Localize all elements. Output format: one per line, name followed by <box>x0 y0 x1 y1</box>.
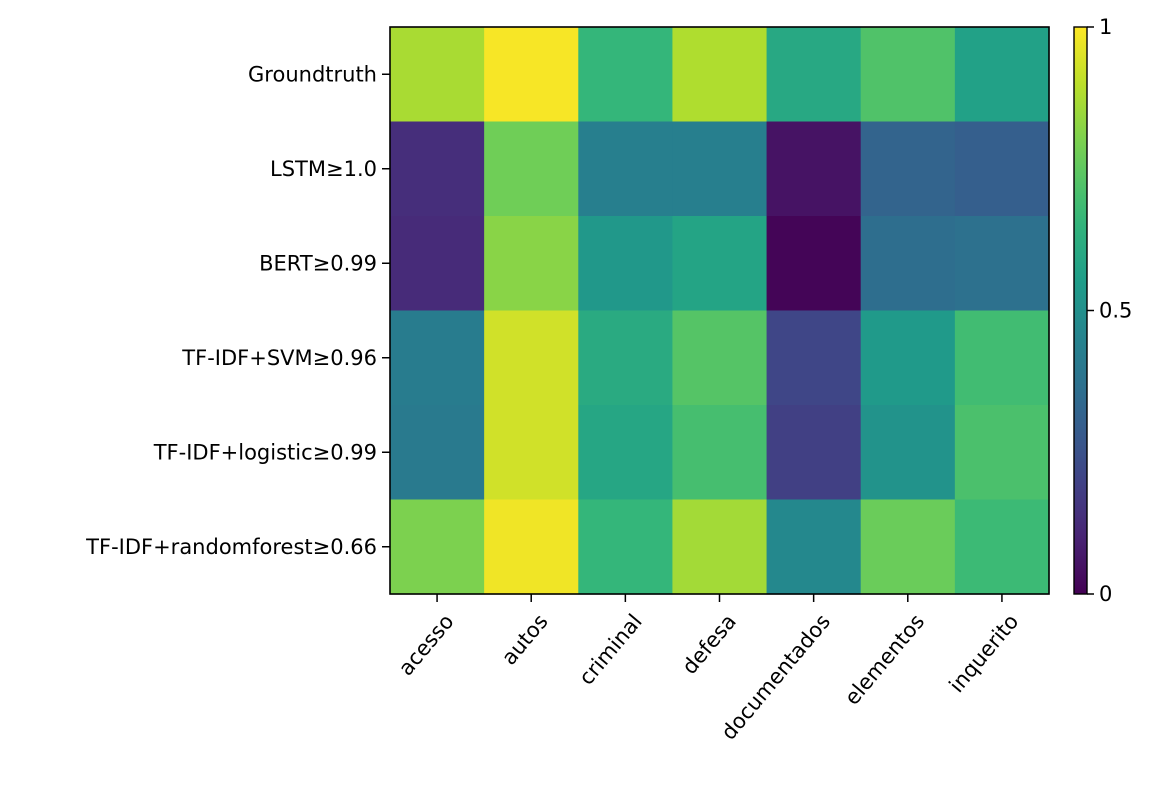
y-tick-label: TF-IDF+SVM≥0.96 <box>181 346 377 370</box>
x-tick-label: elementos <box>840 610 929 710</box>
y-tick-label: BERT≥0.99 <box>259 251 377 275</box>
heatmap-cell-5-6 <box>954 499 1050 595</box>
colorbar-gradient <box>1073 26 1088 595</box>
colorbar-tick-label: 0 <box>1099 582 1112 606</box>
x-tick-label: acesso <box>394 610 459 681</box>
heatmap-cell-2-4 <box>766 216 862 312</box>
colorbar-tick-label: 1 <box>1099 15 1112 39</box>
heatmap-cell-5-3 <box>672 499 768 595</box>
y-tick-label: Groundtruth <box>248 62 377 86</box>
colorbar-tick-label: 0.5 <box>1099 299 1132 323</box>
heatmap-cell-4-2 <box>578 405 674 501</box>
x-tick-label: defesa <box>677 610 741 679</box>
heatmap-cell-2-2 <box>578 216 674 312</box>
heatmap-cell-5-4 <box>766 499 862 595</box>
x-tick-label: autos <box>497 610 553 670</box>
heatmap-cell-1-3 <box>672 121 768 217</box>
x-tick-label: inquerito <box>944 610 1023 698</box>
heatmap-cell-3-0 <box>390 310 485 406</box>
heatmap-cell-4-4 <box>766 405 862 501</box>
heatmap-cell-2-1 <box>484 216 579 312</box>
heatmap-cell-3-4 <box>766 310 862 406</box>
heatmap-cell-2-3 <box>672 216 768 312</box>
y-tick-label: LSTM≥1.0 <box>270 157 377 181</box>
heatmap-cell-3-6 <box>954 310 1050 406</box>
heatmap-cell-0-3 <box>672 27 768 123</box>
heatmap-cell-4-1 <box>484 405 579 501</box>
colorbar: 00.51 <box>1073 15 1132 606</box>
y-axis: Groundtruth LSTM≥1.0 BERT≥0.99 TF-IDF+SVM≥0… <box>85 62 390 559</box>
heatmap-cell-5-5 <box>860 499 956 595</box>
heatmap-cell-2-5 <box>860 216 956 312</box>
heatmap-cell-0-2 <box>578 27 674 123</box>
y-tick-label: TF-IDF+randomforest≥0.66 <box>85 535 377 559</box>
heatmap-cell-1-0 <box>390 121 485 217</box>
heatmap-cell-3-3 <box>672 310 768 406</box>
heatmap-cell-5-1 <box>484 499 579 595</box>
heatmap-cell-1-1 <box>484 121 579 217</box>
heatmap-cell-1-4 <box>766 121 862 217</box>
heatmap-cell-3-1 <box>484 310 579 406</box>
heatmap-cell-2-6 <box>954 216 1050 312</box>
heatmap-cell-4-6 <box>954 405 1050 501</box>
heatmap-cell-4-0 <box>390 405 485 501</box>
heatmap-cell-1-5 <box>860 121 956 217</box>
heatmap-cell-4-5 <box>860 405 956 501</box>
heatmap-cells <box>390 27 1050 595</box>
heatmap-cell-5-2 <box>578 499 674 595</box>
heatmap-cell-0-5 <box>860 27 956 123</box>
heatmap-cell-0-4 <box>766 27 862 123</box>
heatmap-cell-0-6 <box>954 27 1050 123</box>
heatmap-cell-5-0 <box>390 499 485 595</box>
heatmap-cell-3-2 <box>578 310 674 406</box>
heatmap-cell-4-3 <box>672 405 768 501</box>
heatmap-cell-1-2 <box>578 121 674 217</box>
heatmap-cell-0-0 <box>390 27 485 123</box>
heatmap-cell-1-6 <box>954 121 1050 217</box>
heatmap-cell-0-1 <box>484 27 579 123</box>
y-tick-label: TF-IDF+logistic≥0.99 <box>153 440 377 464</box>
heatmap-cell-3-5 <box>860 310 956 406</box>
heatmap-cell-2-0 <box>390 216 485 312</box>
x-tick-label: criminal <box>574 610 647 690</box>
